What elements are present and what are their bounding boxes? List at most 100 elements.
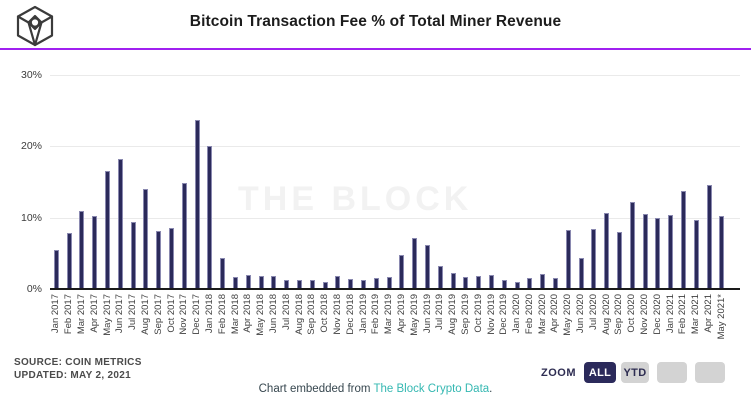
x-tick-label: Nov 2019 [485,294,497,335]
bar[interactable] [488,274,494,289]
bar[interactable] [156,230,162,289]
bar-slot [191,119,204,289]
x-label-slot: May 2020 [562,294,575,354]
bar[interactable] [105,171,111,289]
bar[interactable] [130,221,136,289]
zoom-ytd-button[interactable]: YTD [621,362,649,383]
bar[interactable] [143,189,149,289]
bar-slot [76,211,89,289]
bar[interactable] [245,274,251,289]
bar[interactable] [322,281,328,289]
x-tick-label: Dec 2018 [344,294,356,335]
x-label-slot: Oct 2017 [165,294,178,354]
bar[interactable] [668,214,674,289]
bar-slot [268,276,281,289]
bar[interactable] [386,276,392,289]
x-label-slot: Aug 2020 [600,294,613,354]
bar[interactable] [565,229,571,289]
bar[interactable] [220,258,226,289]
x-tick-label: Oct 2018 [319,294,331,333]
bar[interactable] [53,249,59,289]
embed-link[interactable]: The Block Crypto Data [373,383,490,395]
bar[interactable] [79,211,85,289]
x-tick-label: Feb 2018 [216,294,228,335]
bar[interactable] [693,219,699,289]
y-tick-label: 0% [26,283,42,295]
bar[interactable] [616,231,622,289]
x-tick-label: Jan 2019 [357,294,369,334]
x-tick-label: May 2017 [101,294,113,336]
x-tick-label: Jul 2017 [127,294,139,330]
bar[interactable] [271,276,277,289]
x-label-slot: Jan 2020 [511,294,524,354]
x-tick-label: May 2020 [562,294,574,336]
bar[interactable] [181,182,187,289]
x-tick-label: May 2018 [255,294,267,336]
x-tick-label: Jan 2021 [664,294,676,334]
source-line: SOURCE: COIN METRICS [14,357,142,368]
bar[interactable] [233,276,239,289]
bar[interactable] [552,277,558,289]
bar-slot [63,233,76,289]
x-tick-label: Jan 2018 [203,294,215,334]
zoom-empty-button-1[interactable] [657,362,687,383]
bar[interactable] [591,229,597,289]
x-label-slot: Nov 2018 [332,294,345,354]
bar[interactable] [207,145,213,289]
bar-slot [690,219,703,289]
x-tick-label: Sep 2020 [613,294,625,335]
x-label-slot: Mar 2018 [229,294,242,354]
bar[interactable] [680,191,686,289]
bar[interactable] [66,233,72,289]
bar[interactable] [540,274,546,289]
bar-slot [383,276,396,289]
bar[interactable] [719,215,725,289]
bar[interactable] [450,272,456,289]
bar[interactable] [642,214,648,289]
x-label-slot: Mar 2020 [536,294,549,354]
bar[interactable] [412,238,418,289]
bar[interactable] [309,279,315,289]
embed-prefix: Chart embedded from [258,383,374,395]
x-label-slot: Dec 2018 [344,294,357,354]
x-label-slot: Feb 2017 [63,294,76,354]
bar[interactable] [399,254,405,289]
x-label-slot: Nov 2020 [639,294,652,354]
bar[interactable] [117,158,123,289]
bar[interactable] [92,215,98,289]
x-tick-label: Jul 2019 [434,294,446,330]
bar[interactable] [463,276,469,289]
the-block-logo-icon[interactable] [14,5,56,47]
x-tick-label: Nov 2020 [639,294,651,335]
bar[interactable] [527,278,533,289]
bar[interactable] [284,280,290,289]
x-label-slot: May 2019 [408,294,421,354]
bar[interactable] [258,276,264,289]
bar[interactable] [706,184,712,289]
bar[interactable] [348,279,354,289]
x-tick-label: Jan 2017 [50,294,62,334]
bar[interactable] [655,218,661,289]
x-tick-label: Jun 2019 [421,294,433,334]
bar[interactable] [373,278,379,289]
bar[interactable] [514,281,520,289]
bar[interactable] [335,276,341,289]
bar[interactable] [501,280,507,289]
zoom-empty-button-2[interactable] [695,362,725,383]
bar[interactable] [297,280,303,289]
bar[interactable] [425,244,430,289]
x-tick-label: Aug 2019 [447,294,459,335]
bar[interactable] [476,276,482,289]
bar[interactable] [361,280,367,289]
updated-line: UPDATED: MAY 2, 2021 [14,370,131,381]
bar-slot [562,229,575,289]
bar[interactable] [169,228,175,289]
zoom-all-button[interactable]: ALL [584,362,616,383]
bar[interactable] [194,119,200,289]
source-note: SOURCE: COIN METRICS UPDATED: MAY 2, 202… [14,356,142,382]
bar[interactable] [604,212,610,289]
bar[interactable] [578,258,584,289]
bar[interactable] [629,202,635,289]
bar[interactable] [437,265,443,289]
bar-slot [178,182,191,289]
